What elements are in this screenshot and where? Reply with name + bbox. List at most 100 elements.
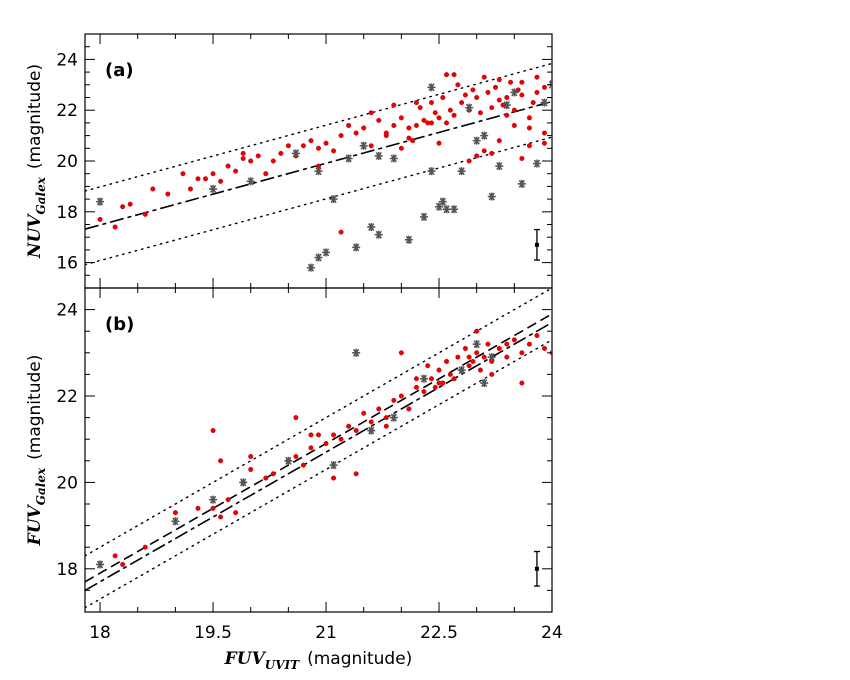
data-point-asterisk — [291, 149, 300, 158]
data-point-red — [368, 110, 374, 116]
data-point-red — [308, 138, 314, 144]
data-point-asterisk — [472, 136, 481, 145]
data-point-red — [203, 176, 209, 182]
data-point-red — [470, 358, 476, 364]
data-point-red — [474, 328, 480, 334]
data-point-red — [308, 432, 314, 438]
y-axis-label: FUVGalex(magnitude) — [25, 355, 48, 547]
data-point-red — [526, 341, 532, 347]
data-point-red — [447, 371, 453, 377]
data-point-red — [451, 112, 457, 118]
fit-line — [85, 321, 552, 592]
data-point-asterisk — [502, 101, 511, 110]
data-point-red — [165, 191, 171, 197]
plot-area — [85, 288, 552, 609]
data-point-red — [526, 125, 532, 131]
data-point-red — [240, 155, 246, 161]
y-tick-label: 18 — [56, 560, 78, 580]
data-point-red — [413, 384, 419, 390]
data-point-asterisk — [427, 83, 436, 92]
data-point-red — [508, 79, 514, 85]
data-point-red — [462, 92, 468, 98]
data-point-red — [541, 345, 547, 351]
data-point-red — [489, 371, 495, 377]
data-point-red — [172, 510, 178, 516]
data-point-red — [120, 561, 126, 567]
data-point-red — [421, 117, 427, 123]
data-point-red — [474, 350, 480, 356]
data-point-asterisk — [322, 248, 331, 257]
data-point-asterisk — [352, 348, 361, 357]
data-point-red — [496, 77, 502, 83]
data-point-asterisk — [352, 243, 361, 252]
y-tick-label: 22 — [56, 101, 78, 121]
y-tick-label: 20 — [56, 473, 78, 493]
data-point-asterisk — [96, 560, 105, 569]
error-bar — [533, 228, 540, 261]
data-point-red — [519, 350, 525, 356]
data-point-red — [361, 410, 367, 416]
data-point-asterisk — [306, 263, 315, 272]
panel-label: (a) — [105, 60, 134, 81]
y-tick-label: 18 — [56, 203, 78, 223]
data-point-asterisk — [510, 88, 519, 97]
data-point-red — [541, 84, 547, 90]
dotted-bound-line — [85, 288, 552, 557]
data-point-red — [233, 168, 239, 174]
x-tick-label: 21 — [315, 623, 337, 643]
data-point-red — [451, 376, 457, 382]
data-point-red — [263, 475, 269, 481]
data-point-red — [451, 72, 457, 78]
data-point-red — [316, 432, 322, 438]
data-point-red — [398, 145, 404, 151]
data-point-red — [225, 497, 231, 503]
data-point-red — [470, 87, 476, 93]
data-point-red — [195, 176, 201, 182]
data-point-red — [353, 471, 359, 477]
plot-frame — [84, 33, 553, 289]
data-point-red — [485, 89, 491, 95]
data-point-red — [210, 171, 216, 177]
data-point-red — [489, 105, 495, 111]
data-point-asterisk — [438, 197, 447, 206]
data-point-red — [436, 140, 442, 146]
data-point-asterisk — [419, 374, 428, 383]
data-point-red — [248, 466, 254, 472]
plot-area — [85, 62, 552, 272]
data-point-red — [504, 354, 510, 360]
data-point-red — [511, 337, 517, 343]
data-point-asterisk — [96, 197, 105, 206]
data-point-red — [346, 423, 352, 429]
data-point-red — [353, 428, 359, 434]
data-point-asterisk — [457, 167, 466, 176]
data-point-red — [195, 505, 201, 511]
data-point-red — [534, 333, 540, 339]
data-point-red — [270, 471, 276, 477]
data-point-asterisk — [389, 154, 398, 163]
data-point-asterisk — [374, 151, 383, 160]
data-point-red — [255, 153, 261, 159]
data-point-red — [346, 122, 352, 128]
data-point-red — [455, 354, 461, 360]
data-point-asterisk — [314, 167, 323, 176]
data-point-red — [383, 423, 389, 429]
data-point-red — [218, 178, 224, 184]
data-point-red — [391, 397, 397, 403]
data-point-red — [519, 380, 525, 386]
data-point-asterisk — [367, 426, 376, 435]
data-point-asterisk — [171, 517, 180, 526]
data-point-asterisk — [442, 205, 451, 214]
data-point-red — [474, 94, 480, 100]
data-point-red — [436, 115, 442, 121]
y-axis-label: NUVGalex(magnitude) — [25, 64, 48, 259]
data-point-red — [541, 140, 547, 146]
data-point-red — [120, 204, 126, 210]
data-point-red — [534, 74, 540, 80]
plot-frame — [84, 287, 553, 613]
data-point-red — [300, 143, 306, 149]
data-point-red — [285, 143, 291, 149]
data-point-red — [459, 100, 465, 106]
data-point-red — [425, 363, 431, 369]
x-tick-label: 22.5 — [420, 623, 458, 643]
